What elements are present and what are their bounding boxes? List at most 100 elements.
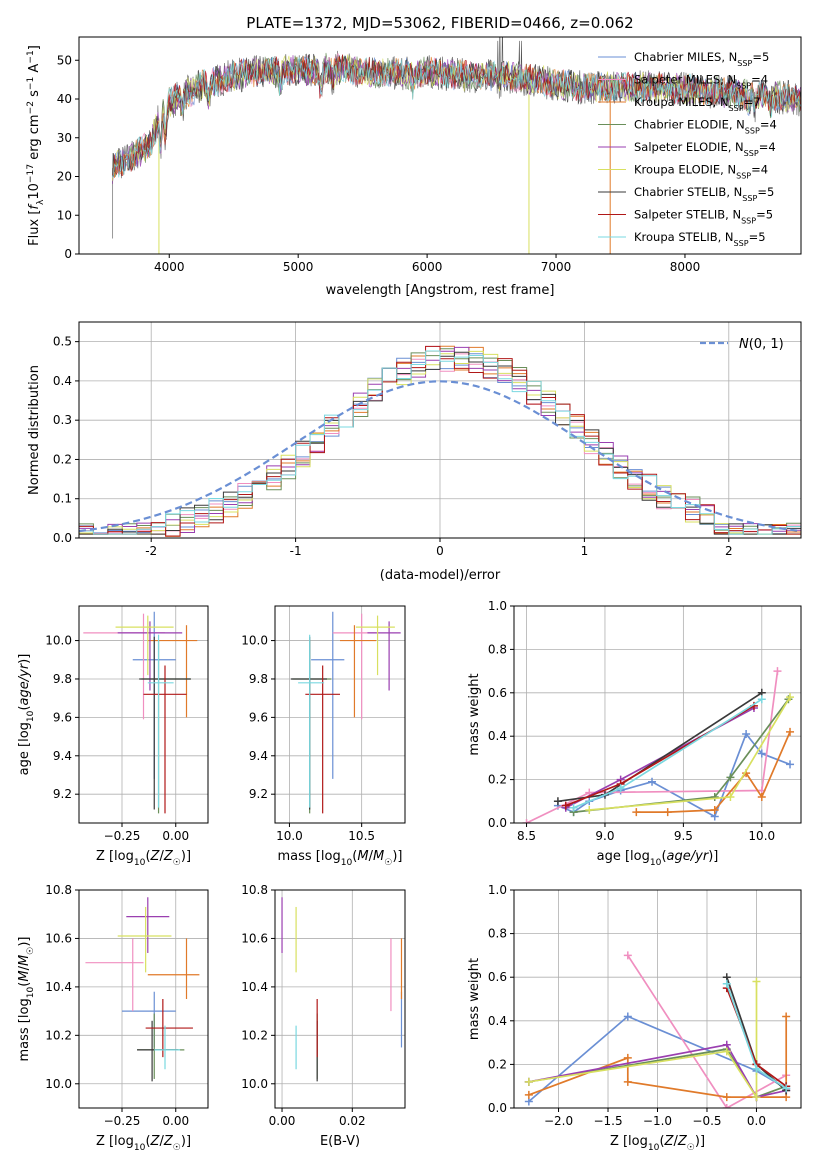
y-tick-label: 10.0 bbox=[241, 634, 268, 648]
mass-weight-vs-age-panel: 8.5 9.0 9.5 10.0 0.0 0.2 0.4 0.6 0.8 1.0 age [log1… bbox=[467, 599, 802, 868]
data-point-marker bbox=[623, 1053, 632, 1062]
y-tick-label: 9.4 bbox=[53, 749, 72, 763]
y-tick-label: 0.6 bbox=[488, 970, 507, 984]
mass-weight-line bbox=[528, 981, 758, 1100]
y-tick-label: 0.4 bbox=[488, 1014, 507, 1028]
model-spectrum-line bbox=[112, 53, 801, 177]
data-point-marker bbox=[757, 792, 766, 801]
x-axis-label: wavelength [Angstrom, rest frame] bbox=[326, 283, 555, 298]
data-point-marker bbox=[648, 777, 657, 786]
y-tick-label: 0.6 bbox=[488, 686, 507, 700]
y-tick-label: 20 bbox=[57, 170, 72, 184]
y-tick-label: 0.2 bbox=[488, 773, 507, 787]
data-point-marker bbox=[524, 1077, 533, 1086]
y-tick-label: 40 bbox=[57, 92, 72, 106]
plot-area bbox=[112, 37, 801, 254]
x-tick-label: −0.5 bbox=[692, 1114, 721, 1128]
y-tick-label: 10.2 bbox=[241, 1028, 268, 1042]
data-point-marker bbox=[524, 1090, 533, 1099]
data-point-marker bbox=[722, 979, 731, 988]
x-axis-label: (data-model)/error bbox=[380, 568, 501, 583]
y-axis-label: Normed distribution bbox=[27, 365, 42, 495]
mass-weight-line bbox=[636, 731, 791, 813]
x-tick-label: 8.5 bbox=[517, 829, 536, 843]
y-tick-label: 9.8 bbox=[53, 672, 72, 686]
data-point-marker bbox=[623, 1077, 632, 1086]
plot-area bbox=[79, 345, 801, 538]
data-point-marker bbox=[782, 1084, 791, 1093]
data-point-marker bbox=[722, 1093, 731, 1102]
x-tick-label: 2 bbox=[725, 544, 733, 558]
y-tick-label: 0.2 bbox=[488, 1057, 507, 1071]
data-point-marker bbox=[752, 1064, 761, 1073]
y-tick-label: 30 bbox=[57, 131, 72, 145]
legend-label: Kroupa ELODIE, NSSP=4 bbox=[634, 163, 768, 181]
y-axis-label: Flux [fλ10−17 erg cm−2 s−1 A−1] bbox=[26, 45, 46, 246]
y-tick-label: 9.8 bbox=[249, 672, 268, 686]
y-tick-label: 1.0 bbox=[488, 883, 507, 897]
y-tick-label: 0.1 bbox=[53, 492, 72, 506]
y-tick-label: 10 bbox=[57, 208, 72, 222]
axes-frame bbox=[513, 889, 802, 1109]
mass-vs-extinction-panel: 0.00 0.02 10.0 10.2 10.4 10.6 10.8 E(B-V) bbox=[241, 883, 406, 1149]
y-tick-label: 10.4 bbox=[45, 980, 72, 994]
chart-title: PLATE=1372, MJD=53062, FIBERID=0466, z=0… bbox=[246, 14, 633, 32]
axes-frame bbox=[78, 36, 802, 255]
data-point-marker bbox=[722, 1104, 731, 1108]
x-tick-label: −2.0 bbox=[544, 1114, 573, 1128]
x-tick-label: 10.0 bbox=[748, 829, 775, 843]
data-point-marker bbox=[632, 808, 641, 817]
data-point-marker bbox=[623, 1012, 632, 1021]
data-point-marker bbox=[742, 730, 751, 739]
x-tick-label: 6000 bbox=[412, 260, 443, 274]
data-point-marker bbox=[786, 760, 795, 769]
data-point-marker bbox=[757, 749, 766, 758]
data-point-marker bbox=[722, 1047, 731, 1056]
y-tick-label: 0.2 bbox=[53, 452, 72, 466]
y-tick-label: 10.8 bbox=[241, 883, 268, 897]
plot-area bbox=[522, 667, 795, 823]
x-axis-label: Z [log10(Z/Z☉)] bbox=[610, 1134, 705, 1153]
y-tick-label: 0.4 bbox=[488, 729, 507, 743]
x-tick-label: 0.00 bbox=[162, 829, 189, 843]
data-point-marker bbox=[757, 695, 766, 704]
spectrum-panel: 4000 5000 6000 7000 8000 0 10 20 30 40 50 Chabrier … bbox=[26, 14, 802, 298]
plot-area bbox=[524, 951, 791, 1108]
data-point-marker bbox=[726, 773, 735, 782]
x-tick-label: 1 bbox=[581, 544, 589, 558]
x-tick-label: 5000 bbox=[283, 260, 314, 274]
mass-vs-metallicity-panel: −0.25 0.00 10.0 10.2 10.4 10.6 10.8 Z [log10(Z/… bbox=[17, 883, 209, 1153]
data-point-marker bbox=[663, 808, 672, 817]
mass-weight-line bbox=[557, 732, 791, 818]
x-axis-label: mass [log10(M/M☉)] bbox=[278, 849, 403, 868]
y-tick-label: 10.4 bbox=[241, 980, 268, 994]
data-point-marker bbox=[752, 977, 761, 986]
axes-frame bbox=[78, 605, 209, 824]
data-point-marker bbox=[569, 803, 578, 812]
data-point-marker bbox=[773, 667, 782, 676]
axes-frame bbox=[78, 321, 802, 539]
x-tick-label: −0.25 bbox=[104, 829, 141, 843]
x-axis-label: E(B-V) bbox=[320, 1134, 360, 1149]
data-point-marker bbox=[522, 819, 531, 823]
y-tick-label: 10.2 bbox=[45, 1028, 72, 1042]
data-point-marker bbox=[553, 797, 562, 806]
axes-frame bbox=[513, 605, 802, 824]
residual-histogram bbox=[79, 350, 801, 538]
legend-label: Chabrier MILES, NSSP=5 bbox=[634, 50, 769, 68]
y-tick-label: 0.3 bbox=[53, 413, 72, 427]
spectrum-legend: Chabrier MILES, NSSP=5 Salpeter MILES, NS… bbox=[598, 50, 777, 248]
y-tick-label: 0.0 bbox=[488, 816, 507, 830]
x-tick-label: 0.0 bbox=[747, 1114, 766, 1128]
y-tick-label: 50 bbox=[57, 53, 72, 67]
mass-weight-line bbox=[627, 954, 787, 1108]
y-tick-label: 1.0 bbox=[488, 599, 507, 613]
x-tick-label: 0 bbox=[436, 544, 444, 558]
model-spectrum-line bbox=[112, 56, 801, 178]
y-tick-label: 10.0 bbox=[45, 1077, 72, 1091]
y-tick-label: 0.0 bbox=[488, 1101, 507, 1115]
mass-weight-line bbox=[557, 692, 763, 803]
legend-label: Kroupa STELIB, NSSP=5 bbox=[634, 230, 766, 248]
y-axis-label: mass [log10(M/M☉)] bbox=[17, 937, 36, 1062]
